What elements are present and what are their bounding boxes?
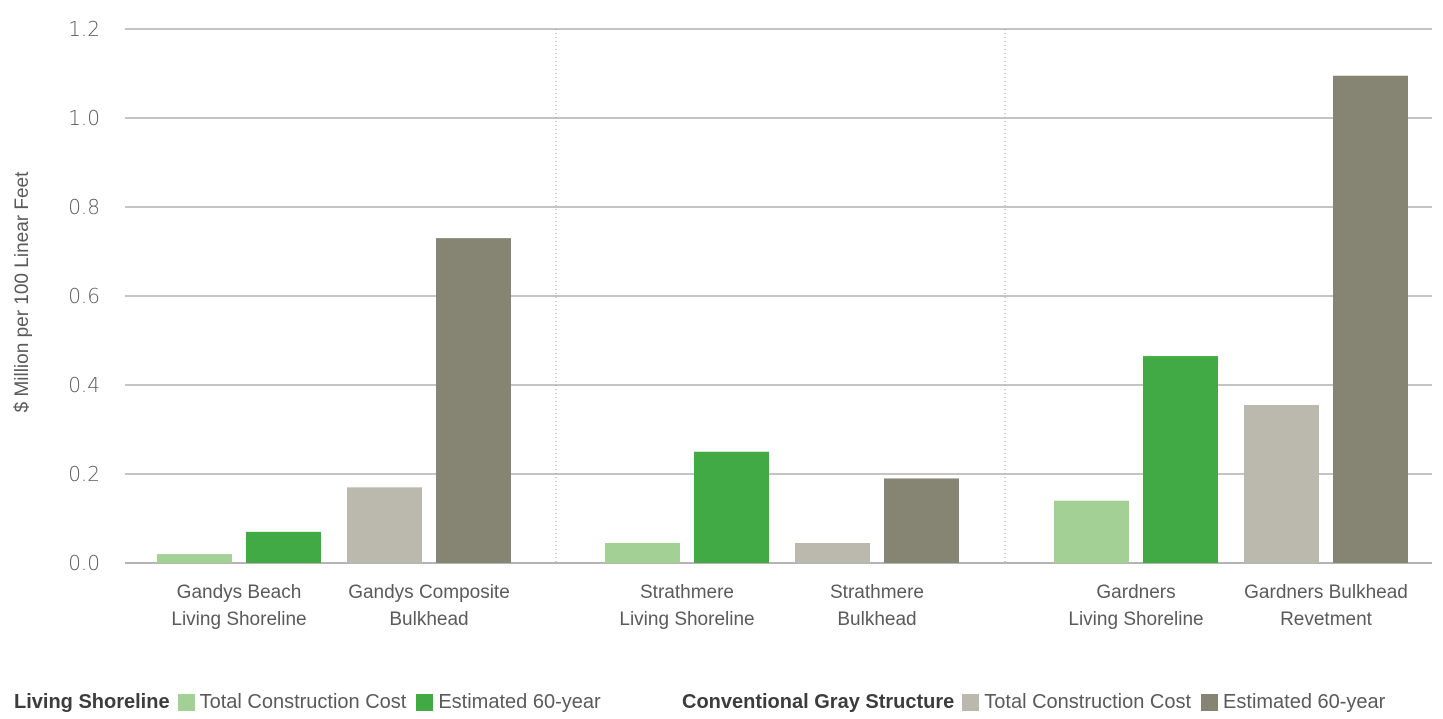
category-label-line: Gardners [1096,582,1175,603]
bar-total-construction-cost [157,554,232,563]
category-label-line: Gandys Composite [348,582,510,603]
legend-entry: Total Construction Cost [178,691,407,714]
category-label-line: Strathmere [830,582,924,603]
category-label: Strathmere Bulkhead [830,582,924,630]
category-label-line: Strathmere [640,582,734,603]
category-label: Gandys Beach Living Shoreline [171,582,306,630]
legend-living-shoreline: Living Shoreline Total Construction Cost… [14,688,611,716]
bar-total-construction-cost [347,487,422,563]
legend-label: Estimated 60-year [1223,691,1385,714]
category-label-line: Bulkhead [837,609,916,630]
category-label-line: Living Shoreline [619,609,754,630]
legend-swatch [1201,694,1218,711]
category-label-line: Gardners Bulkhead [1244,582,1408,603]
bar-total-construction-cost [1054,501,1129,563]
category-label: Gandys Composite Bulkhead [348,582,510,630]
y-tick-label: 1.2 [68,17,100,41]
legend-title: Conventional Gray Structure [682,691,954,714]
y-tick-label: 0.4 [68,373,100,397]
legend-entry: Total Construction Cost [962,691,1191,714]
gridlines [125,29,1432,563]
legend-entry: Estimated 60-year [416,691,600,714]
legend-gray-structure: Conventional Gray Structure Total Constr… [682,688,1395,716]
legend-label: Total Construction Cost [984,691,1191,714]
legend-label: Total Construction Cost [200,691,407,714]
category-label-line: Bulkhead [389,609,468,630]
bar-estimated-60-year [1333,76,1408,563]
category-label-line: Revetment [1280,609,1373,630]
category-label-line: Living Shoreline [1068,609,1203,630]
category-label-line: Living Shoreline [171,609,306,630]
legend-entry: Estimated 60-year [1201,691,1385,714]
category-label: Strathmere Living Shoreline [619,582,754,630]
bars [157,76,1408,563]
bar-total-construction-cost [795,543,870,563]
y-tick-label: 1.0 [68,106,100,130]
legend-swatch [416,694,433,711]
legend-label: Estimated 60-year [438,691,600,714]
category-label: Gardners Living Shoreline [1068,582,1203,630]
bar-estimated-60-year [694,452,769,563]
legend-title: Living Shoreline [14,691,170,714]
bar-estimated-60-year [436,238,511,563]
category-label-line: Gandys Beach [177,582,302,603]
y-axis-ticks: 0.0 0.2 0.4 0.6 0.8 1.0 1.2 [68,17,100,575]
bar-total-construction-cost [605,543,680,563]
bar-estimated-60-year [246,532,321,563]
category-labels: Gandys Beach Living Shoreline Gandys Compo… [171,582,1407,630]
category-label: Gardners Bulkhead Revetment [1244,582,1408,630]
y-tick-label: 0.0 [68,551,100,575]
y-tick-label: 0.6 [68,284,100,308]
y-axis-label: $ Million per 100 Linear Feet [12,171,33,413]
y-tick-label: 0.8 [68,195,100,219]
bar-total-construction-cost [1244,405,1319,563]
legend-swatch [178,694,195,711]
bar-estimated-60-year [884,478,959,563]
y-tick-label: 0.2 [68,462,100,486]
legend-swatch [962,694,979,711]
bar-estimated-60-year [1143,356,1218,563]
